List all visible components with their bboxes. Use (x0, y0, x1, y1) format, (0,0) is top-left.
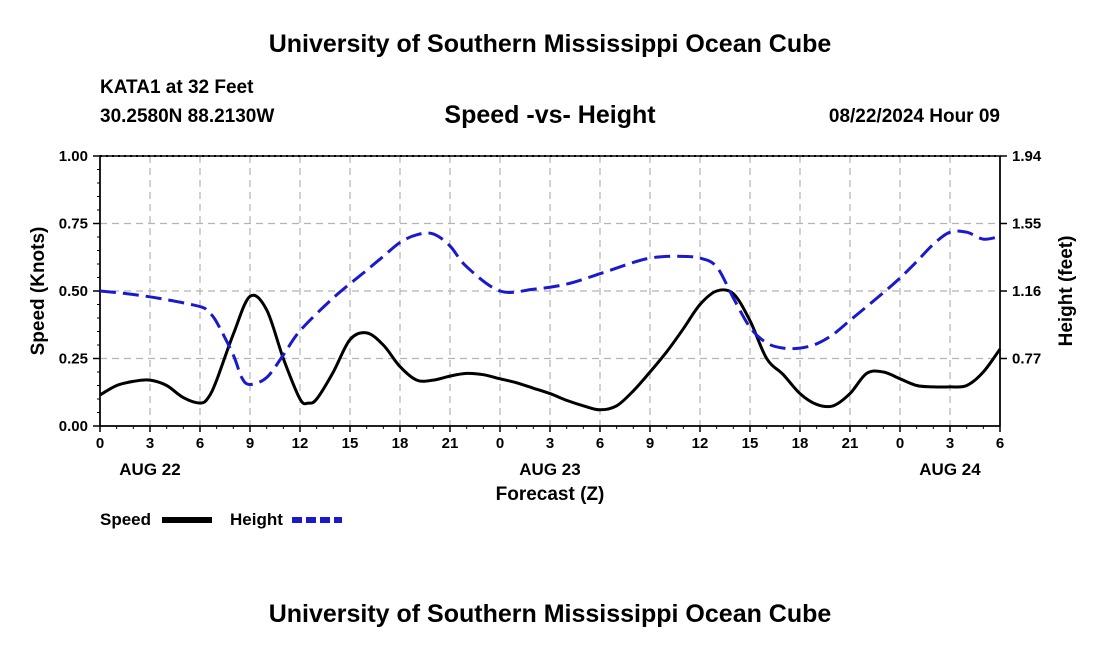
axis-ticks: 0 3 6 9 12 15 18 21 0 3 6 9 12 15 18 21 0 3 6 AUG 22 AUG 23 A… (59, 148, 1042, 479)
x-date-label: AUG 23 (519, 460, 580, 479)
y-tick-label: 0.25 (59, 351, 88, 368)
y-tick-label: 0.50 (59, 283, 88, 300)
series-lines (99, 229, 1002, 412)
y-axis-label: Speed (Knots) (28, 227, 49, 356)
page-title: University of Southern Mississippi Ocean… (268, 30, 832, 58)
x-tick-label: 6 (196, 435, 204, 452)
grid-lines (100, 156, 1000, 426)
x-tick-label: 12 (692, 435, 709, 452)
x-date-label: AUG 22 (119, 460, 180, 479)
y2-tick-label: 1.55 (1012, 216, 1041, 233)
x-tick-label: 6 (996, 435, 1004, 452)
y2-tick-label: 0.77 (1012, 351, 1041, 368)
x-date-label: AUG 24 (919, 460, 981, 479)
x-tick-label: 18 (792, 435, 809, 452)
x-tick-label: 6 (596, 435, 604, 452)
series-speed-line (99, 288, 1002, 412)
x-tick-label: 12 (292, 435, 309, 452)
x-tick-label: 3 (146, 435, 154, 452)
y2-tick-label: 1.94 (1012, 148, 1042, 165)
x-tick-label: 21 (842, 435, 859, 452)
x-tick-label: 9 (646, 435, 654, 452)
x-tick-label: 21 (442, 435, 459, 452)
x-tick-label: 15 (342, 435, 359, 452)
x-tick-label: 9 (246, 435, 254, 452)
x-tick-label: 0 (496, 435, 504, 452)
legend-speed-label: Speed (100, 510, 152, 529)
station-label: KATA1 at 32 Feet (100, 77, 254, 98)
forecast-run-time: 08/22/2024 Hour 09 (828, 106, 1000, 127)
legend-height-label: Height (230, 510, 283, 529)
chart-subtitle: Speed -vs- Height (444, 101, 656, 129)
y2-axis-label: Height (feet) (1056, 236, 1077, 347)
x-tick-label: 18 (392, 435, 409, 452)
x-axis-label: Forecast (Z) (496, 484, 605, 505)
x-tick-label: 0 (896, 435, 904, 452)
y-tick-label: 0.00 (59, 418, 88, 435)
y2-tick-label: 1.16 (1012, 283, 1041, 300)
footer-title: University of Southern Mississippi Ocean… (268, 600, 832, 628)
station-coordinates: 30.2580N 88.2130W (100, 106, 275, 127)
x-tick-label: 3 (946, 435, 954, 452)
x-tick-label: 3 (546, 435, 554, 452)
series-height-line (99, 229, 1001, 386)
x-tick-label: 15 (742, 435, 759, 452)
y-tick-label: 0.75 (59, 216, 88, 233)
y-tick-label: 1.00 (59, 148, 88, 165)
x-tick-label: 0 (96, 435, 104, 452)
